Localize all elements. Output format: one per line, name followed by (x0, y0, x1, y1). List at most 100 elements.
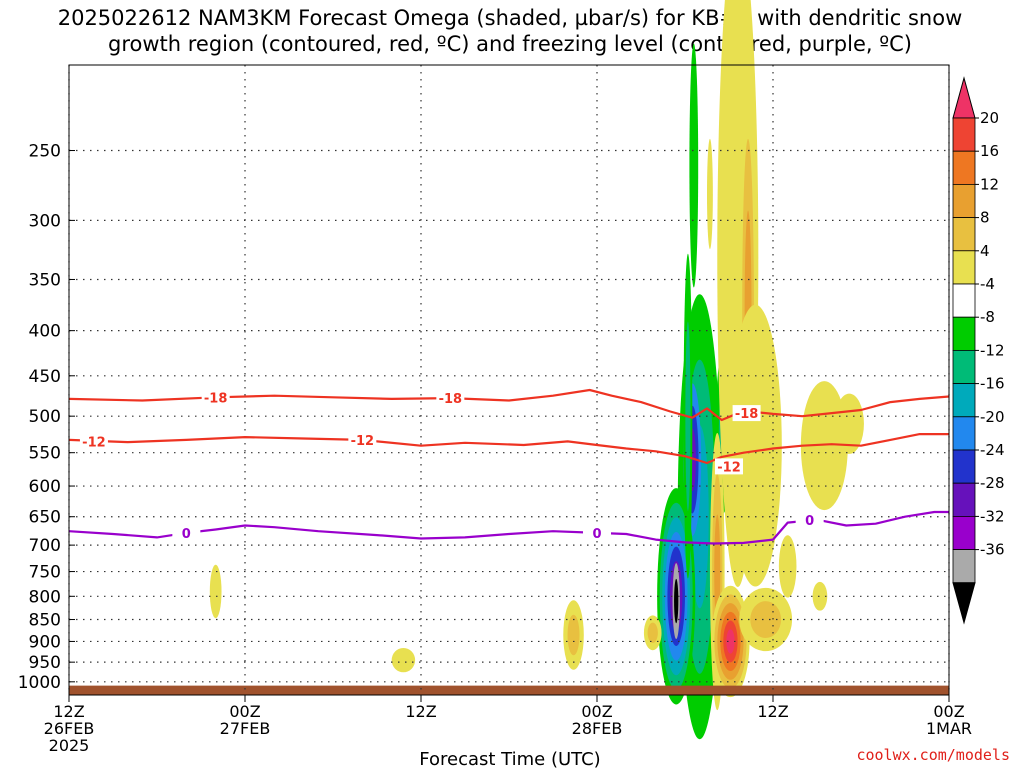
x-tick-label: 12Z (405, 702, 436, 721)
y-tick-label: 550 (29, 444, 61, 464)
omega-shade (391, 647, 416, 673)
omega-shading-layer (209, 0, 864, 740)
colorbar-label: -20 (980, 408, 1005, 426)
y-tick-label: 950 (29, 653, 61, 673)
omega-shade (647, 622, 658, 643)
colorbar-swatch (952, 383, 976, 418)
chart-title-line-2: growth region (contoured, red, ºC) and f… (108, 32, 912, 56)
colorbar-swatch (952, 516, 976, 551)
x-tick-label: 1MAR (926, 719, 972, 738)
contour-label: -18 (439, 392, 463, 407)
colorbar-swatch (952, 549, 976, 584)
colorbar-label: 8 (980, 209, 990, 227)
contour-label-bg (201, 389, 230, 406)
colorbar-swatch (952, 283, 976, 318)
omega-shade (209, 564, 222, 619)
y-tick-label: 800 (29, 587, 61, 607)
y-tick-label: 600 (29, 477, 61, 497)
omega-shade (726, 629, 735, 654)
contour-label: -18 (204, 391, 228, 406)
credit-link[interactable]: coolwx.com/models (856, 746, 1010, 764)
colorbar-label: -8 (980, 308, 995, 326)
y-tick-label: 500 (29, 407, 61, 427)
contour-label: -12 (351, 434, 375, 449)
colorbar: 20 16 12 8 4 -4 -8 -12 -16 -20 -24 -28 -32 -36 (952, 76, 1005, 625)
terrain-layer (69, 685, 949, 695)
x-tick-label: 2025 (49, 736, 90, 755)
colorbar-swatch (952, 316, 976, 351)
plot-frame (68, 64, 950, 696)
dgz-contour-m18: -18 -18 -18 (68, 388, 950, 422)
y-tick-label: 750 (29, 563, 61, 583)
omega-feature (834, 393, 864, 454)
contour-label-bg (172, 524, 201, 541)
x-tick-label: 00Z (933, 702, 964, 721)
colorbar-label: -12 (980, 341, 1005, 359)
colorbar-swatch (952, 217, 976, 252)
contour-label: -12 (717, 460, 741, 475)
x-axis-label: Forecast Time (UTC) (419, 749, 600, 768)
colorbar-swatch (952, 449, 976, 484)
omega-feature (812, 581, 828, 611)
contour-label-bg (583, 524, 611, 541)
omega-shade (834, 393, 864, 454)
omega-feature (739, 587, 793, 652)
omega-shade (689, 43, 699, 288)
contour-label: -12 (82, 435, 106, 450)
colorbar-label: -28 (980, 474, 1005, 492)
colorbar-label: -16 (980, 375, 1005, 393)
omega-shade (674, 578, 679, 624)
colorbar-label: 20 (980, 109, 999, 127)
omega-shade (812, 581, 828, 611)
contour-label: 0 (182, 527, 191, 542)
omega-feature (643, 615, 662, 651)
colorbar-bottom-arrow (952, 582, 976, 625)
y-tick-label: 300 (29, 211, 61, 231)
omega-shade (707, 138, 713, 250)
y-tick-label: 250 (29, 142, 61, 162)
y-tick-label: 350 (29, 270, 61, 290)
colorbar-swatch (952, 416, 976, 451)
omega-feature (707, 138, 713, 250)
chart-title-line-1: 2025022612 NAM3KM Forecast Omega (shaded… (58, 6, 963, 30)
colorbar-label: -24 (980, 441, 1005, 459)
contour-label-bg (436, 390, 465, 407)
y-axis-ticks: 2503003504004505005506006507007508008509… (18, 142, 75, 693)
colorbar-swatch (952, 250, 976, 285)
terrain (69, 685, 949, 695)
omega-shade (778, 535, 797, 598)
colorbar-label: -36 (980, 541, 1005, 559)
y-tick-label: 650 (29, 508, 61, 528)
contour-layer: -18 -18 -18 -12 -12 -12 0 0 0 (68, 388, 950, 545)
omega-feature (689, 43, 699, 288)
y-tick-label: 900 (29, 632, 61, 652)
y-tick-label: 450 (29, 367, 61, 387)
omega-shade (729, 304, 782, 587)
omega-feature (391, 647, 416, 673)
contour-label: 0 (805, 514, 814, 529)
dgz-contour-m12-line (68, 433, 949, 465)
colorbar-swatch (952, 117, 976, 152)
x-tick-label: 26FEB (44, 719, 95, 738)
colorbar-label: -32 (980, 507, 1005, 525)
colorbar-label: -4 (980, 275, 995, 293)
x-tick-label: 00Z (229, 702, 260, 721)
x-tick-label: 00Z (581, 702, 612, 721)
contour-label-bg (795, 512, 824, 529)
colorbar-label: 12 (980, 175, 999, 193)
colorbar-swatch (952, 482, 976, 517)
x-tick-label: 28FEB (572, 719, 623, 738)
omega-feature (778, 535, 797, 598)
contour-label: -18 (735, 407, 759, 422)
colorbar-swatch (952, 150, 976, 185)
y-tick-label: 700 (29, 536, 61, 556)
omega-feature (729, 304, 782, 587)
omega-shade (750, 601, 782, 638)
contour-label-bg (79, 433, 108, 450)
contour-label-bg (732, 405, 761, 422)
contour-label-bg (715, 458, 743, 475)
x-tick-label: 27FEB (220, 719, 271, 738)
colorbar-label: 4 (980, 242, 990, 260)
